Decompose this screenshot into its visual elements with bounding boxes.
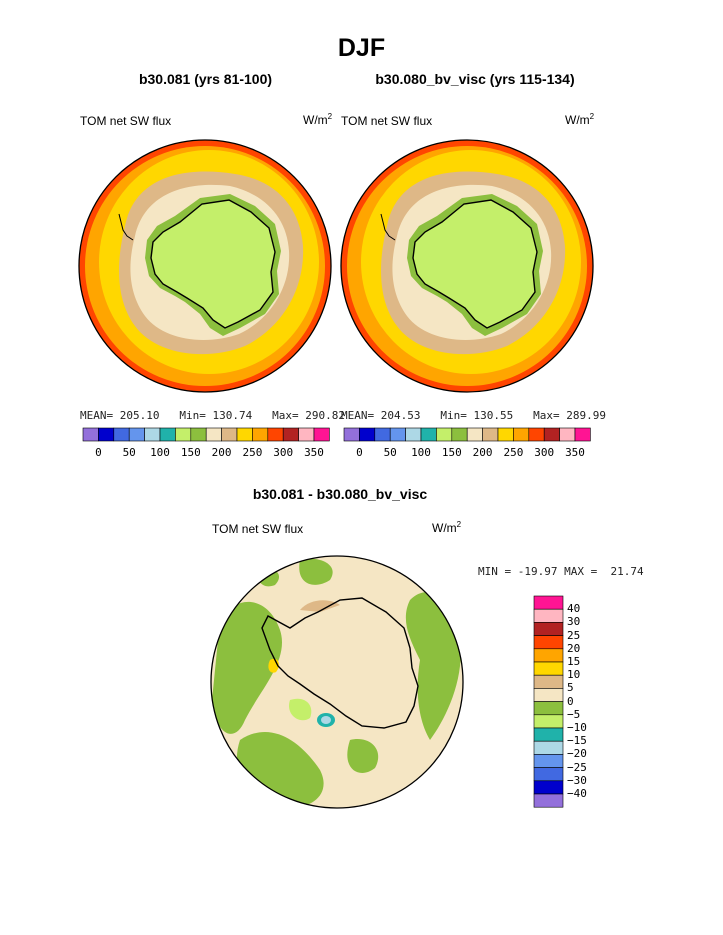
colorbar-swatch [359, 427, 376, 442]
panel-1-colorbar [82, 427, 330, 442]
colorbar-swatch [190, 427, 207, 442]
panel-2-colorbar-ticks: 0 50 100 150 200 250 300 350 [0, 446, 723, 460]
colorbar-swatch [533, 595, 564, 610]
colorbar-tick-label: 150 [180, 446, 201, 459]
colorbar-swatch [436, 427, 453, 442]
colorbar-swatch [533, 754, 564, 768]
colorbar-swatch [533, 635, 564, 650]
colorbar-tick-label: 200 [211, 446, 232, 459]
colorbar-tick-label: 350 [565, 446, 585, 459]
colorbar-swatch [533, 648, 564, 663]
panel-1-title: b30.081 (yrs 81-100) [138, 71, 273, 87]
colorbar-swatch [533, 674, 564, 689]
colorbar-tick-label: 300 [534, 446, 555, 459]
colorbar-swatch [533, 780, 564, 795]
colorbar-swatch [528, 427, 545, 442]
colorbar-swatch [482, 427, 499, 442]
colorbar-swatch [533, 688, 564, 702]
diff-panel-title: b30.081 - b30.080_bv_visc [252, 486, 428, 502]
colorbar-swatch [221, 427, 238, 442]
panel-2-title: b30.080_bv_visc (yrs 115-134) [375, 71, 575, 87]
season-title: DJF [337, 34, 386, 62]
colorbar-tick-label: 100 [411, 446, 431, 459]
panel-1-field-label: TOM net SW flux [80, 114, 172, 128]
diff-units: W/m2 [432, 520, 462, 535]
colorbar-swatch [267, 427, 284, 442]
colorbar-swatch [513, 427, 530, 442]
colorbar-swatch [144, 427, 161, 442]
colorbar-swatch [533, 701, 564, 716]
colorbar-swatch [543, 427, 560, 442]
colorbar-swatch [533, 793, 564, 808]
panel-2-stats: MEAN= 204.53 Min= 130.55 Max= 289.99 [341, 409, 606, 422]
panel-2-map [341, 140, 593, 392]
diff-map [211, 556, 463, 808]
colorbar-swatch [128, 427, 145, 442]
panel-2-units: W/m2 [565, 112, 595, 127]
diff-stats: MIN = -19.97 MAX = 21.74 [478, 565, 644, 578]
colorbar-swatch [533, 740, 564, 755]
colorbar-swatch [343, 427, 360, 442]
colorbar-swatch [533, 767, 564, 782]
panel-2-map-border [340, 139, 594, 393]
colorbar-swatch [282, 427, 299, 442]
colorbar-tick-label: 250 [242, 446, 263, 459]
diff-field-label: TOM net SW flux [212, 522, 304, 536]
colorbar-tick-label: 150 [441, 446, 462, 459]
colorbar-swatch [420, 427, 437, 442]
colorbar-swatch [559, 427, 576, 442]
panel-1-map [79, 140, 331, 392]
colorbar-swatch [98, 427, 115, 442]
colorbar-swatch [533, 608, 564, 623]
panel-2-field-label: TOM net SW flux [341, 114, 433, 128]
colorbar-swatch [389, 427, 406, 442]
colorbar-swatch [451, 427, 468, 442]
colorbar-swatch [466, 427, 483, 442]
colorbar-swatch [236, 427, 253, 442]
panel-2-colorbar [343, 427, 591, 442]
colorbar-swatch [298, 427, 315, 442]
colorbar-swatch [497, 427, 514, 442]
colorbar-tick-label: 0 [356, 446, 363, 459]
colorbar-swatch [252, 427, 269, 442]
colorbar-swatch [374, 427, 391, 442]
colorbar-tick-label: 0 [95, 446, 102, 459]
diff-map-border [210, 555, 464, 809]
colorbar-swatch [159, 427, 176, 442]
colorbar-swatch [533, 727, 564, 742]
diff-colorbar [533, 595, 564, 808]
panel-1-stats: MEAN= 205.10 Min= 130.74 Max= 290.82 [80, 409, 345, 422]
colorbar-tick-label: 100 [150, 446, 170, 459]
colorbar-tick-label: 50 [383, 446, 397, 459]
colorbar-swatch [313, 427, 330, 442]
colorbar-tick-label: 350 [304, 446, 324, 459]
colorbar-tick-label: 50 [122, 446, 136, 459]
colorbar-swatch [405, 427, 422, 442]
colorbar-tick-label: 250 [503, 446, 524, 459]
colorbar-tick-label: 200 [472, 446, 493, 459]
colorbar-swatch [533, 714, 564, 729]
colorbar-swatch [82, 427, 99, 442]
colorbar-tick-label: 300 [273, 446, 294, 459]
colorbar-swatch [175, 427, 192, 442]
colorbar-swatch [113, 427, 130, 442]
panel-1-units: W/m2 [303, 112, 333, 127]
panel-1-map-border [78, 139, 332, 393]
colorbar-swatch [205, 427, 222, 442]
colorbar-swatch [533, 661, 564, 676]
colorbar-swatch [574, 427, 591, 442]
colorbar-swatch [533, 622, 564, 636]
panel-1-colorbar-ticks: 0 50 100 150 200 250 300 350 [0, 446, 723, 460]
